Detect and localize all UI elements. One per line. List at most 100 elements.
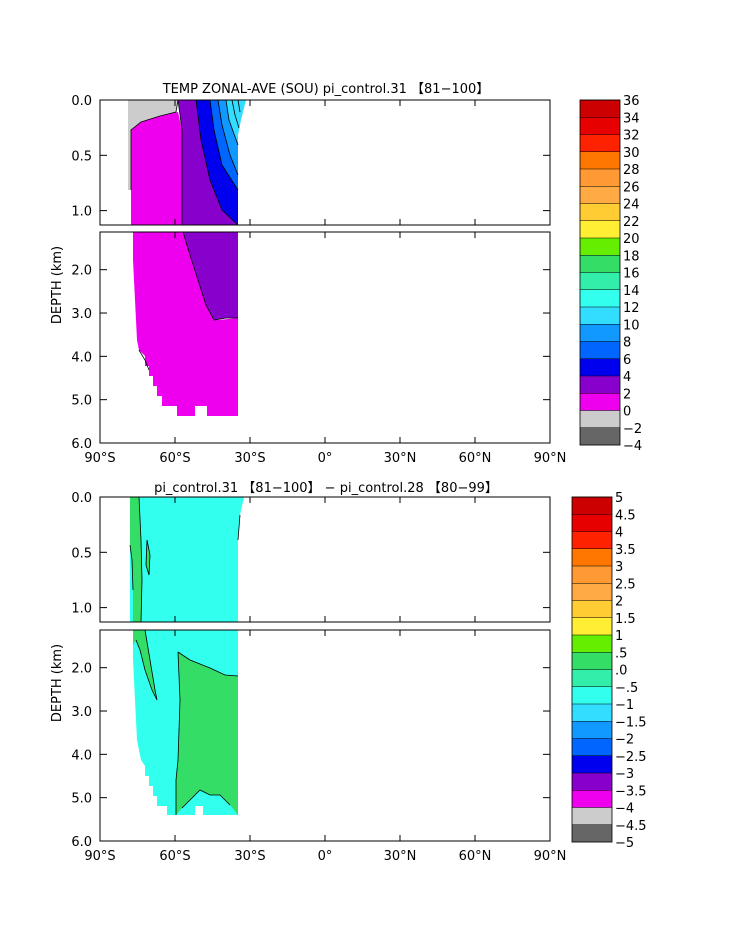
x-tick-label: 90°S <box>84 451 115 466</box>
colorbar-swatch <box>580 134 620 153</box>
x-tick-label: 30°N <box>384 451 417 466</box>
colorbar-label: −1 <box>615 698 634 713</box>
y-tick-label: 1.0 <box>71 205 92 220</box>
colorbar-swatch <box>580 324 620 342</box>
colorbar-label: 18 <box>623 249 640 264</box>
p1-contour-deep <box>138 349 150 371</box>
colorbar-label: −2.5 <box>615 750 647 765</box>
p2-contour-h <box>237 514 241 541</box>
y-tick-label: 1.0 <box>71 602 92 617</box>
p2-contour-b <box>129 544 134 591</box>
colorbar-swatch <box>580 272 620 291</box>
colorbar-label: 4 <box>623 370 631 385</box>
y-tick-label: 6.0 <box>71 437 92 452</box>
p1-region-lightblue <box>226 100 246 145</box>
colorbar-label: −4 <box>623 439 642 454</box>
y-tick-label: 0.5 <box>71 149 92 164</box>
colorbar-label: 2 <box>623 387 631 402</box>
colorbar-label: .5 <box>615 646 627 661</box>
panel1-title: TEMP ZONAL-AVE (SOU) pi_control.31 【81−1… <box>162 82 490 97</box>
colorbar-swatch <box>572 807 612 826</box>
colorbar-swatch <box>572 600 612 619</box>
colorbar-swatch <box>572 583 612 601</box>
p1-contour-14 <box>237 99 241 113</box>
x-tick-label: 90°S <box>84 849 115 864</box>
colorbar-label: −2 <box>623 422 642 437</box>
colorbar-label: 2 <box>615 595 623 610</box>
colorbar-label: −3.5 <box>615 784 647 799</box>
p1-contour-8 <box>217 99 239 176</box>
y-tick-label: 3.0 <box>71 705 92 720</box>
colorbar-label: −3 <box>615 767 634 782</box>
p1-region-magenta-upper <box>131 112 182 225</box>
p1-region-royalblue <box>210 100 238 190</box>
colorbar-swatch <box>572 686 612 705</box>
y-tick-label: 0.5 <box>71 546 92 561</box>
p1-contour-2-lower <box>182 231 238 321</box>
colorbar-label: 36 <box>623 94 640 109</box>
y-tick-label: 3.0 <box>71 307 92 322</box>
p1-contour-4 <box>195 99 239 226</box>
colorbar-swatch <box>572 738 612 757</box>
colorbar-label: 14 <box>623 284 640 299</box>
panel2-field-lower <box>133 630 238 815</box>
colorbar-swatch <box>572 773 612 791</box>
p2-contour-g <box>181 789 231 809</box>
x-tick-label: 60°S <box>159 451 190 466</box>
colorbar-swatch <box>580 307 620 325</box>
p2-region-green-upper <box>130 497 142 622</box>
p1-region-magenta-lower <box>133 232 238 416</box>
x-tick-label: 30°N <box>384 849 417 864</box>
colorbar-label: .0 <box>615 664 627 679</box>
colorbar-swatch <box>580 358 620 377</box>
x-tick-label: 0° <box>318 849 333 864</box>
colorbar-label: −2 <box>615 733 634 748</box>
colorbar-swatch <box>572 704 612 722</box>
p2-contour-c <box>145 539 151 576</box>
colorbar-label: 16 <box>623 267 640 282</box>
colorbar-swatch <box>572 566 612 584</box>
colorbar-swatch <box>580 410 620 429</box>
panel2-contours <box>129 496 241 815</box>
colorbar-swatch <box>572 514 612 532</box>
panel2-ylabel: DEPTH (km) <box>50 644 65 722</box>
y-tick-label: 4.0 <box>71 350 92 365</box>
temperature-panel: TEMP ZONAL-AVE (SOU) pi_control.31 【81−1… <box>50 82 642 466</box>
colorbar-swatch <box>572 721 612 739</box>
colorbar-label: 4.5 <box>615 508 636 523</box>
panel2-axes: 90°S 60°S 30°S 0° 30°N 60°N 90°N 0.0 0.5 1.0 2.0 3.… <box>71 491 566 864</box>
x-tick-label: 90°N <box>534 849 567 864</box>
difference-panel: pi_control.31 【81−100】 − pi_control.28 【… <box>50 481 647 864</box>
colorbar-swatch <box>572 652 612 670</box>
colorbar-swatch <box>580 117 620 135</box>
colorbar-label: 22 <box>623 215 640 230</box>
p1-region-purple-lower <box>183 232 238 320</box>
y-tick-label: 2.0 <box>71 264 92 279</box>
colorbar-swatch <box>580 427 620 446</box>
colorbar-label: 30 <box>623 146 640 161</box>
p2-contour-e <box>177 651 239 677</box>
colorbar-label: 5 <box>615 491 623 506</box>
colorbar-swatch <box>572 548 612 567</box>
panel2-field-upper <box>130 497 244 622</box>
colorbar-frame <box>579 99 621 446</box>
colorbar-label: 26 <box>623 180 640 195</box>
colorbar-swatch <box>580 393 620 411</box>
p2-contour-d <box>135 629 158 701</box>
colorbar-label: 8 <box>623 336 631 351</box>
colorbar-label: 24 <box>623 198 640 213</box>
colorbar-swatch <box>572 669 612 688</box>
y-tick-label: 2.0 <box>71 662 92 677</box>
colorbar-swatch <box>580 341 620 360</box>
colorbar-label: 28 <box>623 163 640 178</box>
colorbar-swatch <box>572 531 612 550</box>
x-tick-label: 90°N <box>534 451 567 466</box>
y-tick-label: 4.0 <box>71 748 92 763</box>
colorbar-label: 4 <box>615 526 623 541</box>
p2-contour-f <box>175 651 181 815</box>
colorbar-label: 6 <box>623 353 631 368</box>
colorbar-swatch <box>580 100 620 118</box>
colorbar-swatch <box>580 255 620 273</box>
